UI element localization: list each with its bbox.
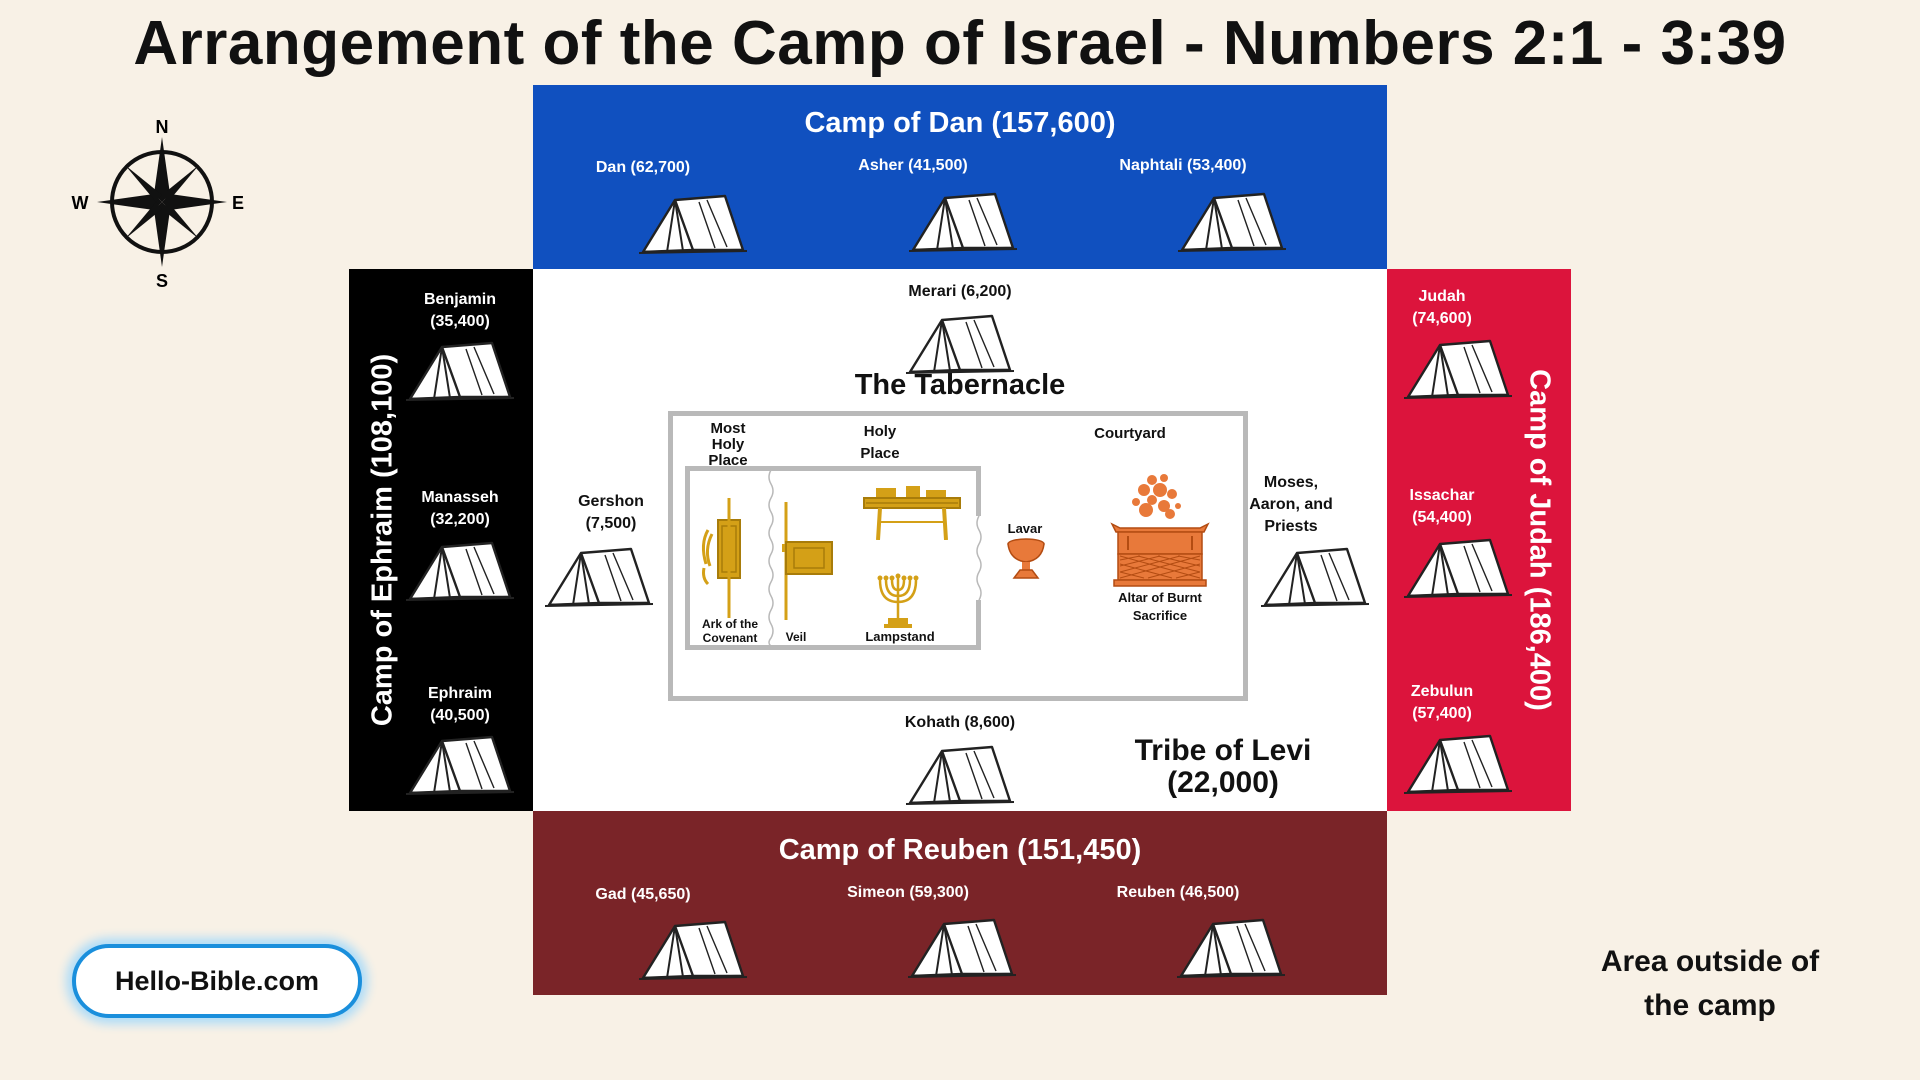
tribe-ephraim: Ephraim (40,500) — [427, 685, 492, 724]
camp-dan-label: Camp of Dan (157,600) — [804, 107, 1116, 139]
tent-wall — [976, 600, 981, 650]
tribe-manasseh: Manasseh (32,200) — [421, 489, 499, 528]
tribe-simeon: Simeon (59,300) — [847, 884, 969, 901]
tent-icon — [404, 733, 516, 797]
courtyard-boundary — [668, 411, 1248, 701]
compass-west: W — [72, 193, 89, 213]
tent-icon — [543, 545, 655, 609]
camp-ephraim-label: Camp of Ephraim (108,100) — [366, 353, 399, 727]
moses-aaron-priests-label: Moses, Aaron, and Priests — [1249, 474, 1333, 535]
lavar-label: Lavar — [1007, 521, 1043, 536]
tribe-judah: Judah (74,600) — [1412, 288, 1472, 327]
camp-reuben-label: Camp of Reuben (151,450) — [778, 834, 1142, 866]
tribe-issachar: Issachar (54,400) — [1409, 487, 1475, 526]
tribe-dan: Dan (62,700) — [595, 159, 691, 176]
holy-place-label: Holy Place — [860, 423, 900, 462]
showbread-table-icon — [863, 486, 961, 540]
tribe-benjamin: Benjamin (35,400) — [423, 291, 496, 330]
most-holy-place-label: Most Holy Place — [708, 420, 748, 469]
tent-wall — [976, 466, 981, 516]
tent-icon — [1176, 190, 1288, 254]
tribe-gad: Gad (45,650) — [595, 886, 691, 903]
veil-label: Veil — [785, 630, 807, 644]
altar-label: Altar of Burnt Sacrifice — [1118, 590, 1202, 623]
veil-curtain — [768, 470, 774, 646]
tent-icon — [1175, 916, 1287, 980]
lampstand-icon — [877, 573, 919, 628]
ark-of-covenant-icon — [701, 498, 741, 618]
tent-icon — [1402, 732, 1514, 796]
compass-north: N — [156, 117, 169, 137]
outside-camp-label: Area outside of the camp — [1600, 945, 1820, 1022]
tent-icon — [1259, 545, 1371, 609]
tent-icon — [637, 192, 749, 256]
tent-of-meeting-boundary — [685, 466, 979, 650]
kohath-label: Kohath (8,600) — [904, 714, 1016, 731]
incense-altar-icon — [782, 502, 833, 620]
tent-icon — [904, 743, 1016, 807]
compass-icon: N S W E — [72, 117, 245, 291]
tent-icon — [404, 539, 516, 603]
camp-judah-label: Camp of Judah (186,400) — [1523, 369, 1556, 711]
tent-door-curtain — [976, 516, 982, 600]
tent-icon — [637, 918, 749, 982]
hello-bible-link[interactable]: Hello-Bible.com — [72, 944, 362, 1018]
camp-dan: Camp of Dan (157,600) Dan (62,700) Asher… — [533, 85, 1387, 269]
ark-label: Ark of the Covenant — [701, 617, 758, 645]
tabernacle-title: The Tabernacle — [854, 369, 1066, 401]
gershon-label: Gershon (7,500) — [578, 493, 644, 532]
tribe-reuben: Reuben (46,500) — [1116, 884, 1240, 901]
page-title: Arrangement of the Camp of Israel - Numb… — [133, 9, 1787, 78]
tent-icon — [404, 339, 516, 403]
tent-icon — [904, 312, 1016, 376]
tent-icon — [907, 190, 1019, 254]
tribe-naphtali: Naphtali (53,400) — [1119, 157, 1247, 174]
merari-label: Merari (6,200) — [908, 283, 1012, 300]
compass-south: S — [156, 271, 168, 291]
tribe-zebulun: Zebulun (57,400) — [1410, 683, 1474, 722]
tent-icon — [1402, 536, 1514, 600]
lampstand-label: Lampstand — [865, 629, 935, 644]
tribe-of-levi-label: Tribe of Levi (22,000) — [1134, 734, 1312, 799]
tent-icon — [1402, 337, 1514, 401]
lavar-icon — [1007, 538, 1045, 579]
compass-east: E — [232, 193, 244, 213]
camp-judah: Camp of Judah (186,400) Judah (74,600) Is… — [1387, 269, 1571, 811]
camp-ephraim: Camp of Ephraim (108,100) Benjamin (35,40… — [349, 269, 533, 811]
tribe-asher: Asher (41,500) — [858, 157, 968, 174]
tent-icon — [906, 916, 1018, 980]
camp-reuben: Camp of Reuben (151,450) Gad (45,650) Si… — [533, 811, 1387, 995]
altar-of-burnt-sacrifice-icon — [1110, 474, 1210, 587]
courtyard-label: Courtyard — [1094, 425, 1166, 442]
